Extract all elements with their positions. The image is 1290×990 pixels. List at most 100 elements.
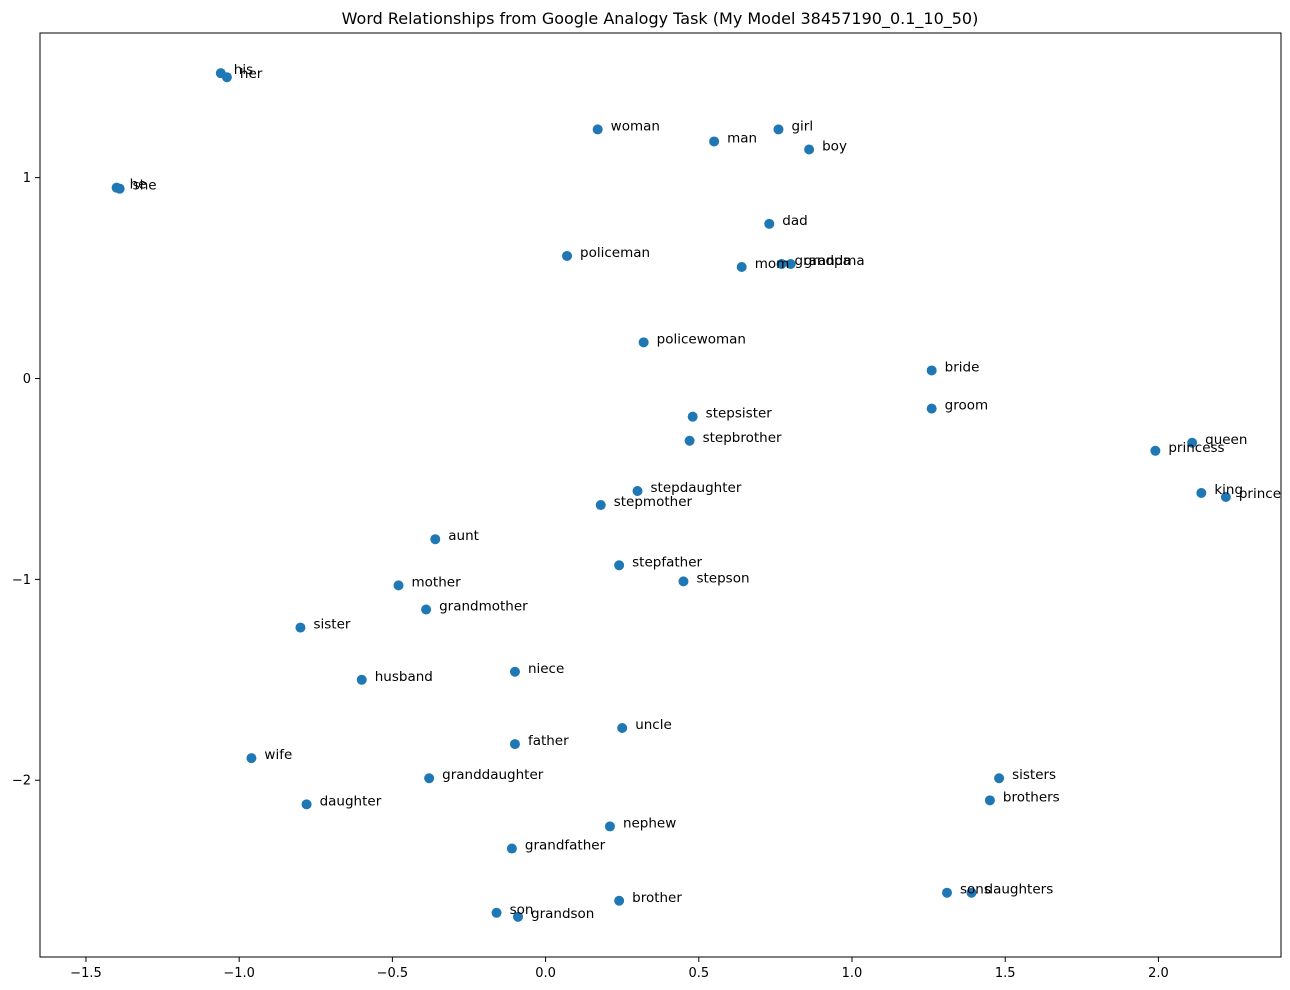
data-point bbox=[994, 773, 1005, 784]
data-point-label: stepbrother bbox=[703, 430, 782, 446]
x-axis: −1.5 −1.0 −0.5 0.0 0.5 1.0 1.5 2.0 bbox=[70, 957, 1169, 981]
data-point-label: niece bbox=[528, 661, 564, 677]
data-point-label: brothers bbox=[1003, 789, 1060, 805]
data-point bbox=[614, 560, 625, 571]
data-point bbox=[506, 843, 517, 854]
data-point bbox=[562, 250, 573, 261]
data-point-label: man bbox=[727, 130, 757, 146]
data-point-label: dad bbox=[782, 213, 807, 229]
plot-area-frame bbox=[39, 32, 1282, 958]
data-point bbox=[926, 365, 937, 376]
data-point bbox=[638, 337, 649, 348]
data-point bbox=[678, 576, 689, 587]
data-point bbox=[1196, 487, 1207, 498]
data-point bbox=[687, 411, 698, 422]
data-point bbox=[776, 259, 787, 269]
data-point-label: uncle bbox=[635, 717, 672, 733]
data-point bbox=[491, 907, 502, 918]
data-point bbox=[604, 821, 615, 832]
data-point-label: granddaughter bbox=[442, 767, 544, 783]
data-point bbox=[942, 887, 953, 898]
data-point-label: mother bbox=[412, 574, 462, 590]
data-point-label: brother bbox=[632, 890, 682, 906]
data-point-label: king bbox=[1214, 482, 1243, 498]
data-point bbox=[984, 795, 995, 806]
data-point-label: sister bbox=[313, 617, 350, 633]
data-point bbox=[595, 500, 606, 511]
data-point-label: father bbox=[528, 733, 569, 749]
data-point bbox=[926, 403, 937, 414]
data-point-label: queen bbox=[1205, 432, 1247, 448]
data-point-label: stepmother bbox=[614, 494, 693, 510]
data-point-label: woman bbox=[611, 118, 660, 134]
data-point-label: stepdaughter bbox=[651, 480, 742, 496]
data-point bbox=[709, 136, 720, 147]
y-tick-label: 1 bbox=[23, 171, 31, 186]
data-point bbox=[421, 604, 432, 615]
data-point-label: policeman bbox=[580, 245, 650, 261]
data-point-label: stepson bbox=[696, 570, 749, 586]
data-point-label: sisters bbox=[1012, 767, 1056, 783]
data-point bbox=[393, 580, 404, 591]
data-point bbox=[221, 72, 232, 83]
data-point-label: daughter bbox=[320, 793, 382, 809]
data-point-label: daughters bbox=[985, 882, 1054, 898]
data-point bbox=[684, 435, 695, 446]
x-tick-label: 1.5 bbox=[995, 966, 1016, 981]
y-tick-label: −2 bbox=[12, 774, 31, 789]
chart-title: Word Relationships from Google Analogy T… bbox=[342, 9, 979, 29]
data-point bbox=[513, 911, 524, 922]
y-tick-label: 0 bbox=[23, 372, 31, 387]
data-point bbox=[617, 723, 628, 734]
data-point-label: grandfather bbox=[525, 838, 606, 854]
data-point-label: he bbox=[130, 177, 147, 193]
x-tick-label: −1.5 bbox=[70, 966, 102, 981]
y-tick-label: −1 bbox=[12, 573, 31, 588]
data-point-label: boy bbox=[822, 139, 847, 155]
data-point bbox=[804, 144, 815, 155]
data-point bbox=[764, 218, 775, 229]
data-point-label: grandson bbox=[531, 906, 594, 922]
data-point bbox=[509, 739, 520, 750]
data-point bbox=[295, 622, 306, 633]
data-point bbox=[430, 534, 441, 545]
y-axis: 1 0 −1 −2 bbox=[12, 171, 40, 789]
data-point bbox=[246, 753, 257, 764]
data-point-label: prince bbox=[1239, 486, 1281, 502]
data-point bbox=[592, 124, 603, 135]
data-point-label: nephew bbox=[623, 815, 676, 831]
data-point-label: girl bbox=[791, 118, 813, 134]
data-point bbox=[1150, 445, 1161, 456]
data-point-label: bride bbox=[945, 359, 980, 375]
data-point-label: mom bbox=[755, 256, 790, 272]
data-point bbox=[356, 674, 367, 685]
x-tick-label: 0.5 bbox=[688, 966, 709, 981]
points-layer bbox=[111, 68, 1231, 922]
x-tick-label: 0.0 bbox=[535, 966, 556, 981]
x-tick-label: 2.0 bbox=[1148, 966, 1169, 981]
data-point-label: son bbox=[510, 902, 534, 918]
data-point bbox=[1220, 492, 1231, 503]
data-point bbox=[301, 799, 312, 810]
data-point-label: grandma bbox=[804, 253, 865, 269]
data-point-label: groom bbox=[945, 398, 989, 414]
x-tick-label: 1.0 bbox=[842, 966, 863, 981]
data-point bbox=[966, 887, 977, 898]
data-point bbox=[785, 259, 796, 269]
data-point-label: stepfather bbox=[632, 554, 702, 570]
data-point-label: his bbox=[234, 62, 253, 78]
data-point bbox=[773, 124, 784, 135]
data-point-label: aunt bbox=[448, 528, 479, 544]
data-point bbox=[736, 262, 747, 273]
data-point-label: princess bbox=[1168, 440, 1224, 456]
data-point bbox=[424, 773, 435, 784]
data-point bbox=[1187, 437, 1198, 448]
data-point-label: her bbox=[240, 66, 263, 82]
data-point bbox=[614, 895, 625, 906]
data-point-label: husband bbox=[375, 669, 433, 685]
data-point-label: grandpa bbox=[795, 253, 851, 269]
data-point-label: grandmother bbox=[439, 598, 528, 614]
